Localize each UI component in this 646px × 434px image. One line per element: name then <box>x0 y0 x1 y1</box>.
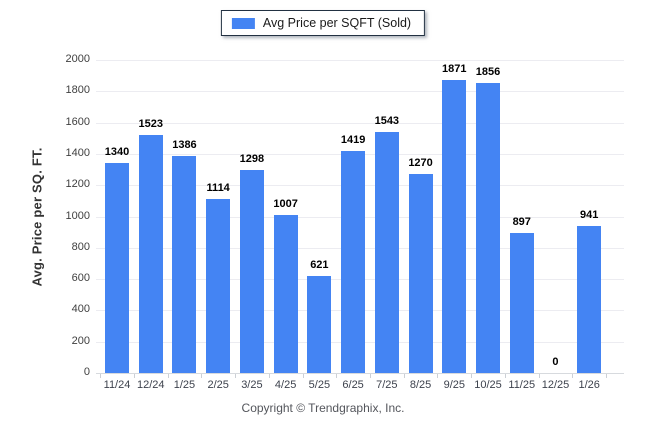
gridline <box>96 122 624 124</box>
bar-value-label: 941 <box>580 208 599 221</box>
bar-value-label: 621 <box>310 258 329 271</box>
axis-tick <box>100 374 102 378</box>
bar-value-label: 1543 <box>374 114 400 127</box>
axis-tick <box>403 374 405 378</box>
bar-value-label: 897 <box>512 215 531 228</box>
bar <box>577 225 602 373</box>
axis-tick <box>235 374 237 378</box>
y-tick-label: 1400 <box>65 146 90 159</box>
axis-tick <box>471 374 473 378</box>
axis-tick <box>167 374 169 378</box>
y-tick-label: 1600 <box>65 115 90 128</box>
axis-tick <box>201 374 203 378</box>
x-tick-label: 6/25 <box>342 379 364 391</box>
gridline <box>96 91 624 93</box>
bar-value-label: 1386 <box>172 139 197 152</box>
y-tick-label: 2000 <box>65 53 90 65</box>
axis-tick <box>369 374 371 378</box>
x-tick-label: 2/25 <box>207 379 229 391</box>
bar-value-label: 1419 <box>340 133 366 146</box>
x-tick-label: 5/25 <box>308 379 331 391</box>
bar-value-label: 1298 <box>239 152 265 165</box>
bar <box>408 174 433 373</box>
x-tick-label: 12/25 <box>541 379 570 391</box>
x-tick-label: 11/24 <box>103 379 131 391</box>
bar-value-label: 0 <box>552 356 559 368</box>
bar-value-label: 1340 <box>104 146 130 159</box>
x-axis-line <box>96 373 624 374</box>
bar <box>374 131 399 373</box>
bar-value-label: 1523 <box>138 117 163 130</box>
y-tick-label: 1200 <box>65 178 90 191</box>
legend: Avg Price per SQFT (Sold) <box>220 10 426 36</box>
bar-value-label: 1114 <box>206 181 230 194</box>
y-tick-label: 1000 <box>65 209 90 222</box>
bar <box>509 232 534 373</box>
y-tick-label: 800 <box>71 240 90 253</box>
legend-label: Avg Price per SQFT (Sold) <box>262 16 412 30</box>
bar <box>341 150 366 373</box>
bar <box>273 215 298 373</box>
bar <box>307 275 332 373</box>
axis-tick <box>133 374 135 378</box>
y-tick-label: 200 <box>71 334 90 347</box>
bar-value-label: 1856 <box>475 65 501 78</box>
x-tick-label: 8/25 <box>409 379 432 391</box>
legend-swatch-icon <box>231 17 255 29</box>
bar <box>172 156 197 373</box>
x-tick-label: 12/24 <box>136 379 165 391</box>
axis-tick <box>302 374 304 378</box>
x-tick-label: 1/25 <box>173 379 196 391</box>
x-tick-label: 1/26 <box>578 379 600 391</box>
y-tick-label: 600 <box>71 272 90 285</box>
bar <box>138 134 163 373</box>
bar-value-label: 1007 <box>273 198 298 211</box>
bar-value-label: 1270 <box>408 157 433 170</box>
bar <box>239 169 264 373</box>
axis-tick <box>606 374 608 378</box>
x-tick-label: 11/25 <box>508 379 536 391</box>
x-tick-label: 3/25 <box>241 379 263 391</box>
y-tick-label: 0 <box>83 366 90 378</box>
bar <box>105 163 129 373</box>
axis-tick <box>538 374 540 378</box>
x-tick-label: 7/25 <box>376 379 398 391</box>
axis-tick <box>336 374 338 378</box>
axis-tick <box>268 374 270 378</box>
y-tick-label: 400 <box>71 303 90 316</box>
x-tick-label: 9/25 <box>443 379 465 391</box>
axis-tick <box>572 374 574 378</box>
bar <box>206 198 231 373</box>
axis-tick <box>504 374 506 378</box>
x-tick-label: 10/25 <box>474 379 502 391</box>
y-tick-label: 1800 <box>65 84 90 97</box>
gridline <box>96 60 624 61</box>
copyright-text: Copyright © Trendgraphix, Inc. <box>241 401 405 415</box>
bar <box>442 80 467 373</box>
bar <box>476 82 501 373</box>
bar-value-label: 1871 <box>442 63 467 76</box>
axis-tick <box>437 374 439 378</box>
x-tick-label: 4/25 <box>274 379 297 391</box>
